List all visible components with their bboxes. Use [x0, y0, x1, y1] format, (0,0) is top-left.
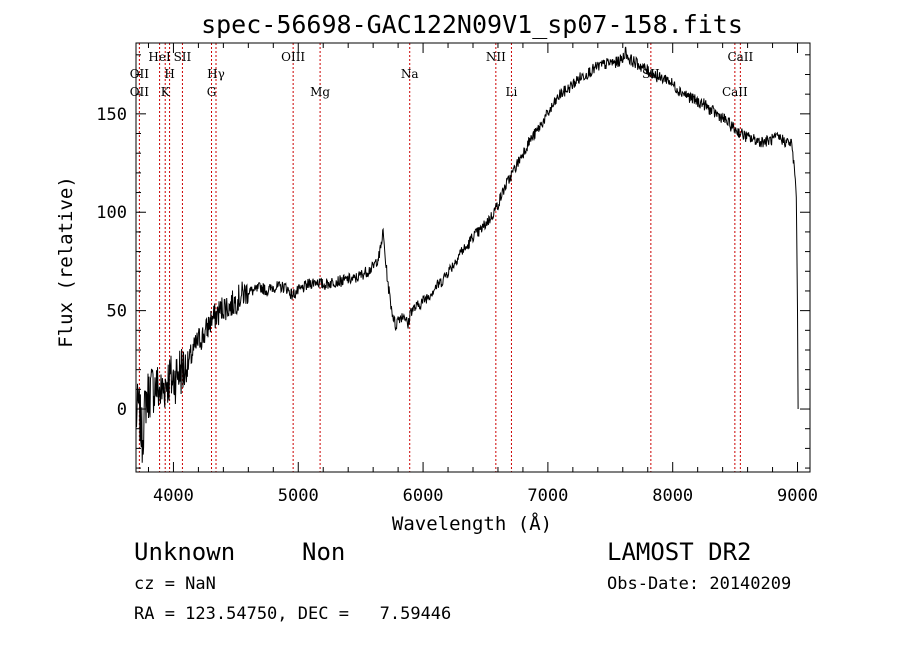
spectral-line-label: SII: [174, 50, 192, 64]
x-tick-label: 6000: [403, 486, 444, 506]
spectral-line-label: Hγ: [207, 67, 225, 81]
x-tick-label: 4000: [153, 486, 194, 506]
spectral-line-label: HeI: [148, 50, 171, 64]
chart-title: spec-56698-GAC122N09V1_sp07-158.fits: [201, 10, 743, 39]
spectral-line-label: Li: [506, 85, 518, 99]
y-tick-label: 100: [96, 203, 127, 223]
x-tick-label: 7000: [527, 486, 568, 506]
y-tick-label: 50: [107, 302, 127, 322]
spectral-line-label: Na: [401, 67, 419, 81]
x-tick-label: 5000: [278, 486, 319, 506]
spectral-line-label: CaII: [727, 50, 753, 64]
spectral-line-label: G: [207, 85, 217, 99]
y-axis-label: Flux (relative): [55, 176, 77, 348]
spectral-line-label: NII: [486, 50, 506, 64]
redshift-cz: cz = NaN: [134, 574, 216, 594]
survey-name: LAMOST DR2: [607, 538, 752, 566]
y-tick-label: 150: [96, 105, 127, 125]
spectral-line-label: CaII: [722, 85, 748, 99]
spectral-line-label: Mg: [310, 85, 330, 99]
observation-date: Obs-Date: 20140209: [607, 574, 792, 594]
subclass: Non: [302, 538, 346, 566]
spectral-line-label: OII: [130, 85, 150, 99]
class-name: Unknown: [134, 538, 236, 566]
x-tick-label: 8000: [652, 486, 693, 506]
spectral-line-label: H: [164, 67, 174, 81]
x-axis-label: Wavelength (Å): [392, 512, 552, 535]
coordinates: RA = 123.54750, DEC = 7.59446: [134, 604, 452, 624]
spectrum-series-line: [135, 46, 799, 463]
x-tick-label: 9000: [777, 486, 818, 506]
y-tick-label: 0: [117, 400, 127, 420]
spectral-line-label: K: [161, 85, 171, 99]
spectral-line-label: OIII: [281, 50, 305, 64]
